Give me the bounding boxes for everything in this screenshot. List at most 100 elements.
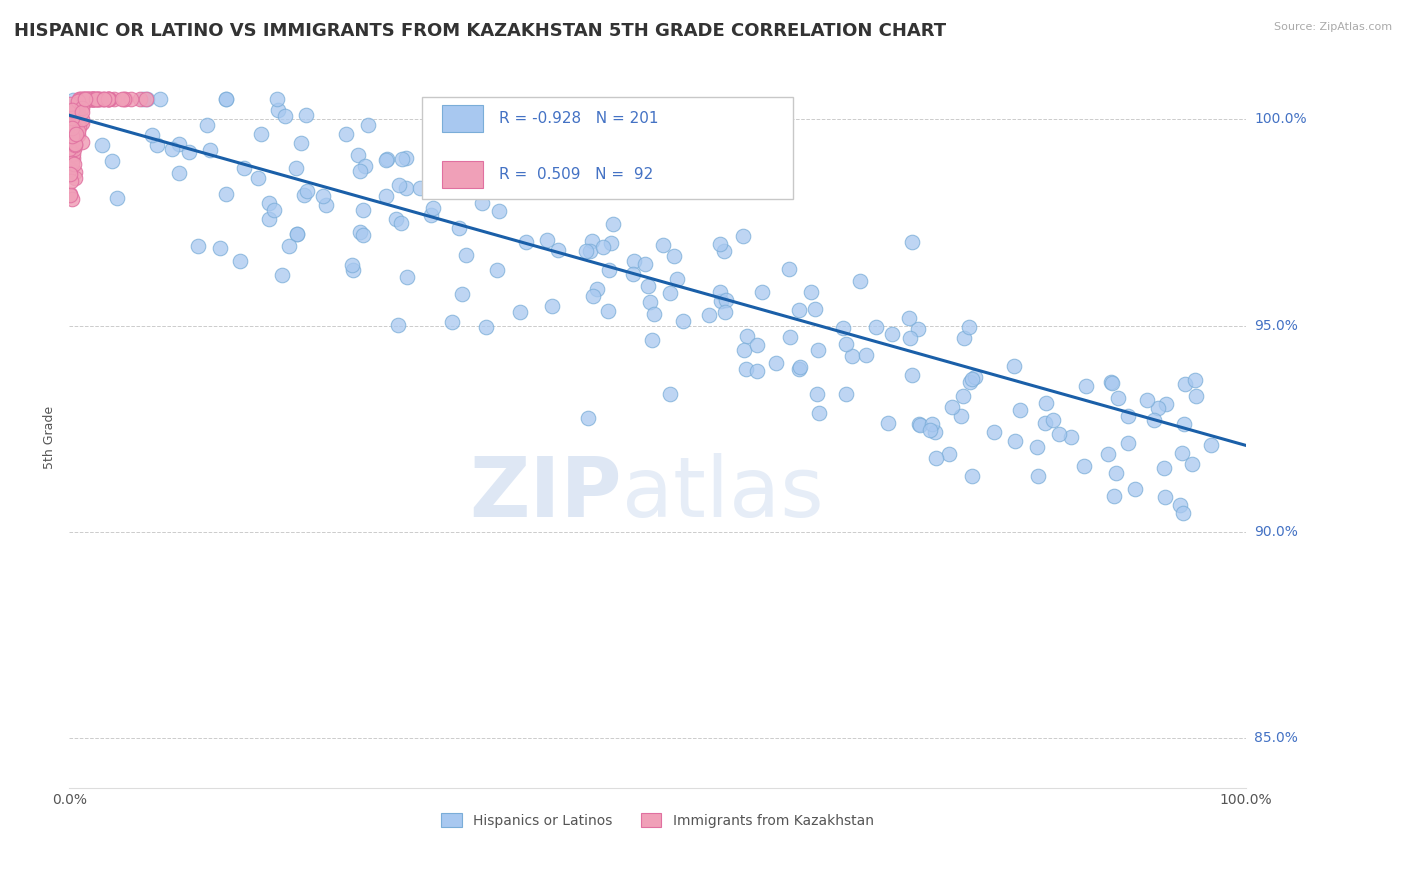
Point [82, 92, 104, 106]
Point [841, 349, 863, 363]
FancyBboxPatch shape [422, 97, 793, 199]
Point [277, 239, 299, 253]
Point [714, 293, 737, 307]
Point [62, 151, 84, 165]
Point [1042, 413, 1064, 427]
Point [952, 389, 974, 403]
Point [634, 173, 657, 187]
Point [149, 92, 172, 106]
Point [67, 92, 90, 106]
Point [86, 92, 108, 106]
Point [1073, 458, 1095, 473]
Point [59, 187, 82, 202]
Point [63, 120, 86, 135]
Point [84, 92, 107, 106]
Point [284, 161, 307, 176]
Point [83, 92, 105, 106]
Point [91, 92, 114, 106]
Point [664, 249, 686, 263]
Point [58, 142, 80, 156]
Point [950, 409, 973, 424]
Point [908, 417, 931, 432]
Point [1184, 373, 1206, 387]
Point [672, 314, 695, 328]
Point [63, 170, 86, 185]
Point [733, 343, 755, 357]
Point [1146, 401, 1168, 416]
Point [374, 189, 396, 203]
Point [70, 104, 93, 119]
Legend: Hispanics or Latinos, Immigrants from Kazakhstan: Hispanics or Latinos, Immigrants from Ka… [436, 807, 879, 833]
Point [385, 212, 408, 227]
Point [101, 154, 124, 169]
Point [877, 416, 900, 430]
Point [60, 121, 83, 136]
Point [287, 227, 309, 242]
Point [89, 92, 111, 106]
Point [66, 103, 89, 118]
Point [295, 108, 318, 122]
Point [84, 92, 107, 106]
Point [76, 92, 98, 106]
Point [215, 186, 238, 201]
Text: ZIP: ZIP [470, 453, 623, 533]
Point [910, 418, 932, 433]
Point [1185, 389, 1208, 403]
Point [880, 327, 903, 342]
Point [66, 94, 89, 108]
Point [959, 375, 981, 389]
Point [536, 233, 558, 247]
Point [423, 161, 446, 176]
Point [575, 244, 598, 259]
Point [169, 137, 191, 152]
Point [59, 167, 82, 181]
Point [735, 328, 758, 343]
Point [1174, 376, 1197, 391]
Point [349, 164, 371, 178]
Point [98, 92, 121, 106]
Text: 90.0%: 90.0% [1254, 525, 1298, 539]
Point [292, 188, 315, 202]
Point [62, 119, 84, 133]
Point [352, 203, 374, 218]
Point [440, 148, 463, 162]
Point [1107, 391, 1129, 405]
Point [290, 136, 312, 150]
Point [953, 330, 976, 344]
Point [63, 127, 86, 141]
Point [270, 268, 292, 282]
Point [440, 315, 463, 329]
Point [598, 263, 620, 277]
Point [488, 203, 510, 218]
Point [353, 160, 375, 174]
Point [475, 320, 498, 334]
Point [59, 96, 82, 111]
Point [835, 386, 858, 401]
Point [1143, 413, 1166, 427]
Point [641, 333, 664, 347]
Point [907, 322, 929, 336]
Text: HISPANIC OR LATINO VS IMMIGRANTS FROM KAZAKHSTAN 5TH GRADE CORRELATION CHART: HISPANIC OR LATINO VS IMMIGRANTS FROM KA… [14, 22, 946, 40]
Point [67, 113, 90, 128]
Point [374, 153, 396, 168]
Point [72, 92, 94, 106]
Point [97, 92, 120, 106]
Point [709, 285, 731, 300]
Point [1002, 359, 1025, 373]
Point [63, 137, 86, 152]
Point [97, 92, 120, 106]
Point [229, 253, 252, 268]
Point [918, 423, 941, 437]
Point [375, 152, 398, 166]
Point [82, 92, 104, 106]
Point [745, 338, 768, 352]
Point [921, 417, 943, 432]
Point [422, 201, 444, 215]
Point [898, 331, 921, 345]
Point [1171, 446, 1194, 460]
Point [69, 92, 91, 106]
Point [66, 97, 89, 112]
FancyBboxPatch shape [443, 161, 484, 188]
Point [592, 240, 614, 254]
Point [129, 92, 152, 106]
